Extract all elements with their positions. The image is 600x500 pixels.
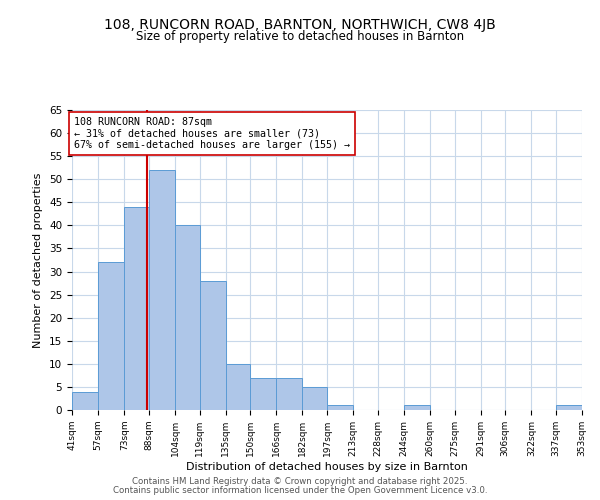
Bar bbox=[199, 281, 226, 410]
X-axis label: Distribution of detached houses by size in Barnton: Distribution of detached houses by size … bbox=[186, 462, 468, 471]
Bar bbox=[250, 378, 277, 410]
Bar bbox=[149, 170, 175, 410]
Bar bbox=[327, 406, 353, 410]
Bar bbox=[556, 406, 582, 410]
Text: 108 RUNCORN ROAD: 87sqm
← 31% of detached houses are smaller (73)
67% of semi-de: 108 RUNCORN ROAD: 87sqm ← 31% of detache… bbox=[74, 117, 350, 150]
Bar bbox=[175, 226, 199, 410]
Bar bbox=[302, 387, 327, 410]
Bar bbox=[404, 406, 430, 410]
Text: 108, RUNCORN ROAD, BARNTON, NORTHWICH, CW8 4JB: 108, RUNCORN ROAD, BARNTON, NORTHWICH, C… bbox=[104, 18, 496, 32]
Bar bbox=[277, 378, 302, 410]
Bar bbox=[226, 364, 250, 410]
Bar bbox=[124, 207, 149, 410]
Y-axis label: Number of detached properties: Number of detached properties bbox=[34, 172, 43, 348]
Text: Contains HM Land Registry data © Crown copyright and database right 2025.: Contains HM Land Registry data © Crown c… bbox=[132, 477, 468, 486]
Text: Size of property relative to detached houses in Barnton: Size of property relative to detached ho… bbox=[136, 30, 464, 43]
Text: Contains public sector information licensed under the Open Government Licence v3: Contains public sector information licen… bbox=[113, 486, 487, 495]
Bar bbox=[72, 392, 98, 410]
Bar bbox=[98, 262, 124, 410]
